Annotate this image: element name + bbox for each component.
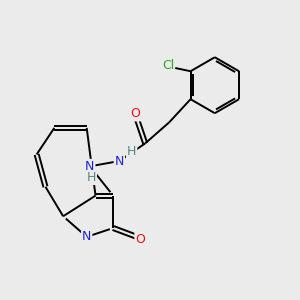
Text: N: N [82,230,92,243]
Text: H: H [127,145,136,158]
Text: Cl: Cl [162,59,174,72]
Text: N: N [85,160,94,173]
Text: O: O [130,107,140,120]
Text: O: O [135,233,145,246]
Text: H: H [87,171,96,184]
Text: N: N [115,154,124,167]
